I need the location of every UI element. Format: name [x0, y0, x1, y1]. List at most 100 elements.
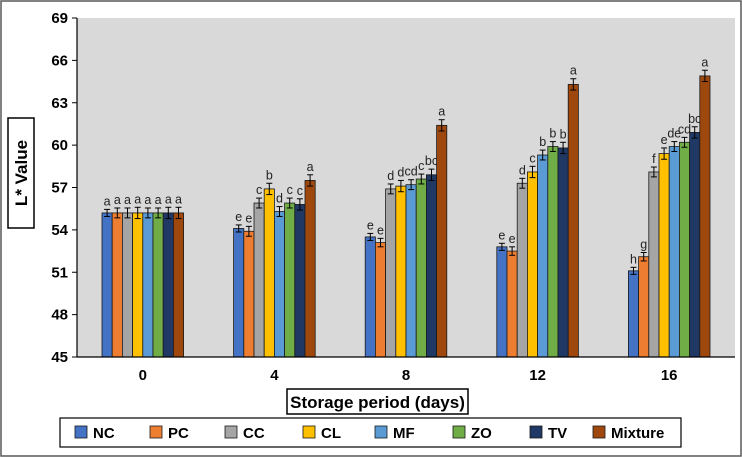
- axes-layer: [72, 17, 735, 358]
- legend: NC PC CC CL MF ZO TV Mixture: [59, 417, 682, 448]
- bar-pc-day-4: [243, 230, 255, 358]
- bar-mixture-day-12: [567, 83, 579, 358]
- significance-letter: b: [560, 127, 567, 141]
- y-axis-title-group: L* Value: [7, 117, 35, 229]
- x-tick-label: 16: [661, 367, 678, 384]
- bar-cc-day-0: [122, 212, 134, 358]
- bar-nc-day-12: [496, 246, 508, 358]
- x-axis-title: Storage period (days): [290, 393, 465, 412]
- bar-pc-day-8: [374, 242, 386, 358]
- bar-zo-day-4: [284, 202, 296, 358]
- bar-nc-day-16: [628, 270, 640, 358]
- x-axis-title-box: [286, 388, 469, 415]
- significance-letter: cd: [404, 165, 417, 179]
- significance-letter: e: [367, 218, 374, 232]
- legend-swatch-mf: [374, 425, 388, 439]
- bar-mixture-day-8: [436, 124, 448, 358]
- significance-letter: h: [630, 252, 637, 266]
- significance-letter: bc: [425, 154, 438, 168]
- legend-swatch-pc: [149, 425, 163, 439]
- bar-zo-day-12: [547, 146, 559, 358]
- legend-swatch-cc: [224, 425, 238, 439]
- significance-letter: b: [549, 127, 556, 141]
- significance-letter: c: [256, 183, 262, 197]
- y-tick-label: 45: [51, 349, 68, 366]
- bar-mixture-day-0: [172, 212, 184, 358]
- significance-letter: a: [307, 160, 314, 174]
- bar-pc-day-0: [111, 212, 123, 358]
- y-tick-labels: 45 48 51 54 57 60 63 66 69: [51, 10, 68, 366]
- significance-letter: c: [418, 159, 424, 173]
- bar-mf-day-8: [405, 184, 417, 358]
- x-axis-title-group: Storage period (days): [286, 388, 469, 415]
- significance-letter: d: [387, 169, 394, 183]
- legend-label-zo: ZO: [471, 425, 492, 442]
- significance-letter: cd: [678, 122, 691, 136]
- significance-letter: d: [397, 165, 404, 179]
- bar-cc-day-4: [253, 202, 265, 358]
- y-tick-label: 69: [51, 10, 68, 27]
- legend-swatch-tv: [529, 425, 543, 439]
- bar-cl-day-0: [132, 212, 144, 358]
- bar-mf-day-4: [273, 211, 285, 358]
- bar-cc-day-16: [648, 171, 660, 358]
- significance-letter: c: [529, 151, 535, 165]
- significance-letter: b: [539, 135, 546, 149]
- significance-letter: a: [175, 192, 182, 206]
- significance-letter: e: [509, 232, 516, 246]
- x-tick-label: 0: [139, 367, 147, 384]
- significance-letter: bc: [688, 112, 701, 126]
- significance-letter: a: [124, 193, 131, 207]
- significance-letter: a: [570, 64, 577, 78]
- bar-tv-day-8: [425, 174, 437, 358]
- legend-label-mixture: Mixture: [611, 425, 664, 442]
- bar-cl-day-4: [263, 188, 275, 358]
- legend-label-mf: MF: [393, 425, 415, 442]
- significance-letter: a: [701, 55, 708, 69]
- legend-label-nc: NC: [93, 425, 115, 442]
- bar-cl-day-8: [395, 185, 407, 358]
- significance-letter: a: [165, 192, 172, 206]
- bar-tv-day-4: [294, 204, 306, 358]
- bar-cl-day-12: [527, 171, 539, 358]
- y-tick-label: 66: [51, 52, 68, 69]
- significance-letter: b: [266, 168, 273, 182]
- y-tick-label: 48: [51, 307, 68, 324]
- bar-tv-day-12: [557, 147, 569, 358]
- y-axis-title: L* Value: [12, 140, 31, 206]
- bar-cc-day-12: [516, 182, 528, 358]
- y-tick-label: 57: [51, 180, 68, 197]
- significance-letter: de: [667, 127, 681, 141]
- significance-letter: d: [519, 163, 526, 177]
- significance-letter: a: [438, 105, 445, 119]
- bar-tv-day-0: [162, 212, 174, 358]
- legend-label-cl: CL: [321, 425, 341, 442]
- y-tick-label: 63: [51, 95, 68, 112]
- bar-nc-day-8: [364, 236, 376, 358]
- legend-label-tv: TV: [548, 425, 567, 442]
- legend-swatch-mixture: [592, 425, 606, 439]
- bar-nc-day-4: [233, 228, 245, 358]
- x-tick-label: 12: [529, 367, 546, 384]
- y-tick-label: 51: [51, 264, 68, 281]
- bar-pc-day-16: [638, 256, 650, 358]
- legend-swatch-zo: [452, 425, 466, 439]
- bar-cc-day-8: [385, 188, 397, 358]
- legend-label-cc: CC: [243, 425, 265, 442]
- bar-tv-day-16: [689, 132, 701, 358]
- x-tick-labels: 0 4 8 12 16: [139, 367, 678, 384]
- legend-swatch-nc: [74, 425, 88, 439]
- significance-letter: e: [498, 228, 505, 242]
- significance-letter: a: [104, 194, 111, 208]
- significance-letter: c: [287, 183, 293, 197]
- bar-mf-day-16: [668, 146, 680, 358]
- bar-zo-day-0: [152, 212, 164, 358]
- bar-cl-day-16: [658, 153, 670, 358]
- bar-zo-day-16: [679, 141, 691, 358]
- significance-letter: e: [661, 133, 668, 147]
- significance-letter: g: [640, 237, 647, 251]
- y-tick-label: 60: [51, 137, 68, 154]
- significance-letter: a: [114, 193, 121, 207]
- significance-letter: e: [245, 211, 252, 225]
